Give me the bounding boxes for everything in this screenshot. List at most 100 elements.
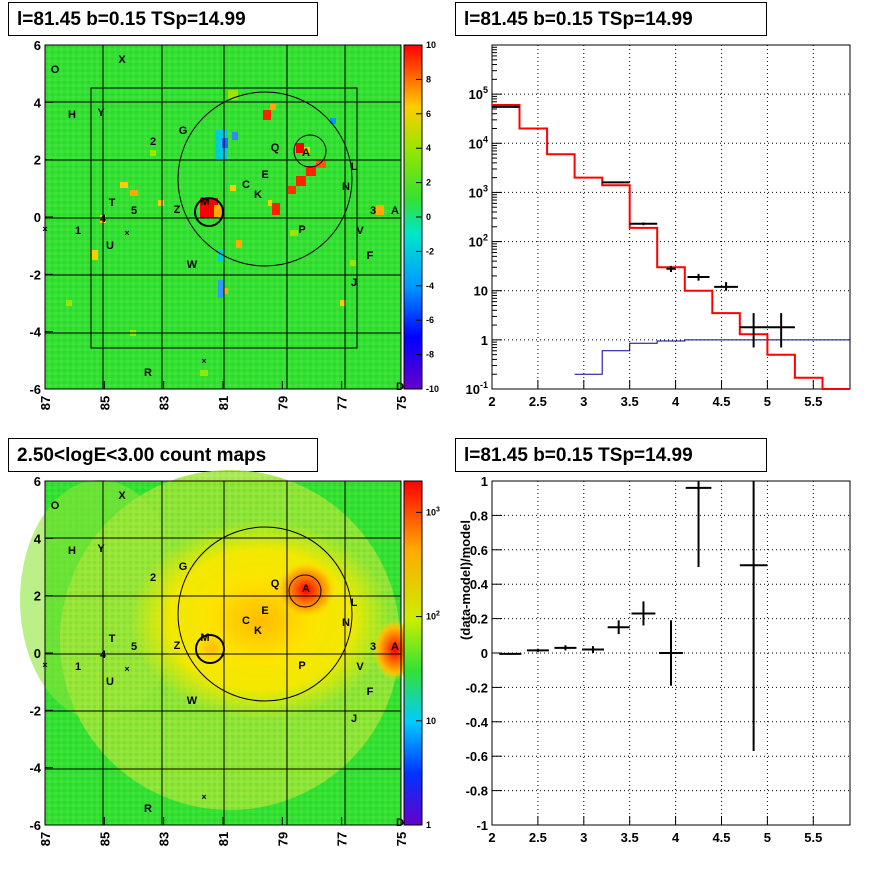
x-tick-label: 2.5	[529, 830, 547, 845]
residual-point	[554, 645, 577, 651]
colorbar-tick-label: 8	[426, 74, 431, 84]
x-tick-label: 5.5	[804, 394, 822, 409]
residual-point	[607, 620, 630, 635]
source-label: T	[109, 633, 116, 645]
source-label: 2	[150, 572, 156, 584]
y-tick-label: 10	[474, 284, 488, 299]
y-tick-label: 103	[469, 183, 488, 200]
cross-marker: ×	[42, 224, 47, 234]
y-tick-label: 0	[481, 646, 488, 661]
source-label: P	[298, 224, 305, 236]
residual-point	[526, 648, 549, 653]
colorbar-tick-label: -4	[426, 281, 434, 291]
source-label: J	[351, 277, 357, 289]
y-tick-label: -0.4	[466, 715, 489, 730]
y-tick-label: 10-1	[466, 380, 488, 397]
source-label: K	[254, 625, 262, 637]
source-label: A	[302, 147, 310, 159]
source-label: A	[302, 583, 310, 595]
y-tick-label: -2	[29, 703, 41, 718]
data-point	[714, 282, 739, 291]
colorbar-tick-label: -10	[426, 384, 439, 394]
source-label: V	[356, 225, 364, 237]
data-point	[666, 265, 676, 273]
x-tick-label: 83	[157, 396, 172, 410]
source-label: Z	[174, 640, 181, 652]
x-tick-label: 2	[488, 830, 495, 845]
x-tick-label: 2	[488, 394, 495, 409]
source-label: C	[242, 615, 250, 627]
y-tick-label: -0.8	[466, 784, 488, 799]
title-top-right: l=81.45 b=0.15 TSp=14.99	[455, 2, 767, 36]
source-label: F	[367, 686, 374, 698]
y-tick-label: 0	[34, 210, 41, 225]
source-label: Y	[97, 543, 105, 555]
residual-point	[499, 652, 522, 655]
residual-points	[499, 481, 768, 752]
source-label: U	[106, 240, 114, 252]
source-label: 5	[131, 205, 137, 217]
count-colorbar	[403, 480, 423, 826]
residual-point	[739, 481, 768, 752]
source-label: N	[342, 617, 350, 629]
x-tick-label: 85	[97, 396, 112, 410]
y-tick-label: 6	[34, 474, 41, 489]
source-label: Y	[97, 107, 105, 119]
spectrum-data-points	[492, 105, 795, 348]
source-label: L	[351, 161, 358, 173]
source-label: P	[298, 660, 305, 672]
title-bottom-right: l=81.45 b=0.15 TSp=14.99	[455, 438, 767, 472]
source-label: A	[391, 641, 399, 653]
y-tick-label: 6	[34, 38, 41, 53]
y-tick-label: 104	[469, 134, 488, 151]
source-label: D	[396, 381, 404, 393]
source-label: J	[351, 713, 357, 725]
x-tick-label: 5	[764, 830, 771, 845]
source-label: X	[118, 54, 126, 66]
colorbar-tick-label: 4	[426, 143, 431, 153]
ts-colorbar-ticks: 10 8 6 4 2 0 -2 -4 -6 -8 -10	[416, 40, 439, 394]
residual-panel: 2 2.5 3 3.5 4 4.5 5 5.5 1 0.8 0.6 0.4 0.2 0 -0.2 -0.4 -0…	[458, 474, 851, 845]
count-map-source-labels: O X H Y G 2 Q A LN CEK M Z T 5 4 1 U W P V3 A F J R D × × ×	[42, 490, 404, 829]
cross-marker: ×	[124, 228, 129, 238]
x-tick-label: 3	[580, 830, 587, 845]
data-point	[739, 313, 768, 348]
x-tick-label: 3.5	[621, 830, 639, 845]
residual-axis-ticks: 2 2.5 3 3.5 4 4.5 5 5.5 1 0.8 0.6 0.4 0.2 0 -0.2 -0.4 -0…	[466, 474, 823, 845]
source-label: K	[254, 189, 262, 201]
x-tick-label: 77	[335, 832, 350, 846]
source-label: M	[200, 632, 209, 644]
y-tick-label: -4	[29, 325, 41, 340]
source-label: V	[356, 661, 364, 673]
x-tick-label: 87	[38, 832, 53, 846]
y-tick-label: 105	[469, 85, 488, 102]
colorbar-tick-label: 102	[426, 611, 440, 622]
y-tick-label: 1	[481, 474, 488, 489]
x-tick-label: 4	[672, 394, 680, 409]
x-tick-label: 77	[335, 396, 350, 410]
y-tick-label: 1	[481, 333, 488, 348]
spectrum-frame	[491, 44, 851, 390]
y-tick-label: 4	[34, 531, 42, 546]
colorbar-tick-label: 1	[426, 820, 431, 830]
y-tick-label: -0.2	[466, 680, 488, 695]
y-tick-label: -1	[476, 818, 488, 833]
source-label: O	[51, 500, 60, 512]
y-tick-label: 0.4	[470, 577, 489, 592]
source-label: R	[144, 367, 152, 379]
source-label: W	[187, 695, 198, 707]
residual-ylabel: (data-model)/model	[458, 520, 473, 640]
x-tick-label: 87	[38, 396, 53, 410]
residual-point	[659, 620, 683, 686]
y-tick-label: 0.2	[470, 612, 488, 627]
ts-map-axis-ticks: 87 85 83 81 79 77 75 6 4 2 0 -2 -4 -6	[29, 38, 409, 410]
source-label: D	[396, 817, 404, 829]
source-label: R	[144, 803, 152, 815]
count-map-axis-ticks: 87 85 83 81 79 77 75 6 4 2 0 -2 -4 -6	[29, 474, 409, 846]
source-label: Q	[271, 578, 280, 590]
source-label: 3	[370, 641, 376, 653]
